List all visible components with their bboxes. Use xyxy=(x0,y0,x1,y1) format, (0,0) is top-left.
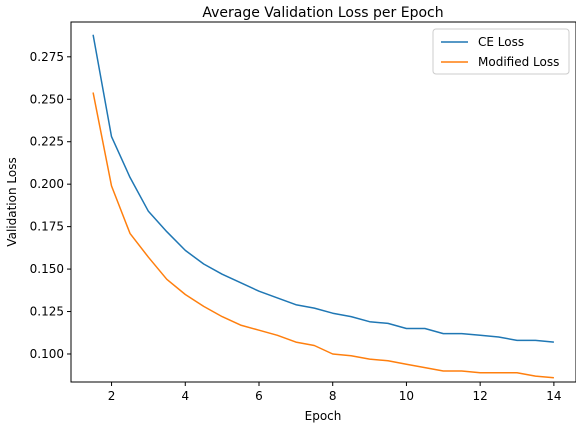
x-tick-label: 14 xyxy=(546,389,561,403)
legend: CE Loss Modified Loss xyxy=(433,29,569,74)
legend-label-1: CE Loss xyxy=(478,35,524,49)
y-tick-label: 0.200 xyxy=(30,177,64,191)
x-tick-label: 8 xyxy=(329,389,337,403)
x-tick-label: 2 xyxy=(108,389,116,403)
y-tick-label: 0.250 xyxy=(30,92,64,106)
y-tick-label: 0.100 xyxy=(30,347,64,361)
x-tick-label: 6 xyxy=(255,389,263,403)
y-tick-label: 0.225 xyxy=(30,135,64,149)
y-tick-label: 0.275 xyxy=(30,50,64,64)
plot-area xyxy=(93,35,554,378)
chart-title: Average Validation Loss per Epoch xyxy=(202,5,443,21)
plot-frame xyxy=(71,22,576,382)
x-tick-label: 10 xyxy=(399,389,414,403)
x-axis-label: Epoch xyxy=(305,409,342,423)
legend-label-2: Modified Loss xyxy=(478,55,559,69)
x-tick-label: 4 xyxy=(181,389,189,403)
y-tick-label: 0.175 xyxy=(30,220,64,234)
y-axis-label: Validation Loss xyxy=(5,157,19,246)
series-line-1 xyxy=(93,35,554,342)
x-tick-label: 12 xyxy=(473,389,488,403)
y-tick-label: 0.150 xyxy=(30,262,64,276)
y-axis-ticks: 0.100 0.125 0.150 0.175 0.200 0.225 0.250 0.275 xyxy=(30,50,71,361)
y-tick-label: 0.125 xyxy=(30,305,64,319)
x-axis-ticks: 2 4 6 8 10 12 14 xyxy=(108,382,562,403)
